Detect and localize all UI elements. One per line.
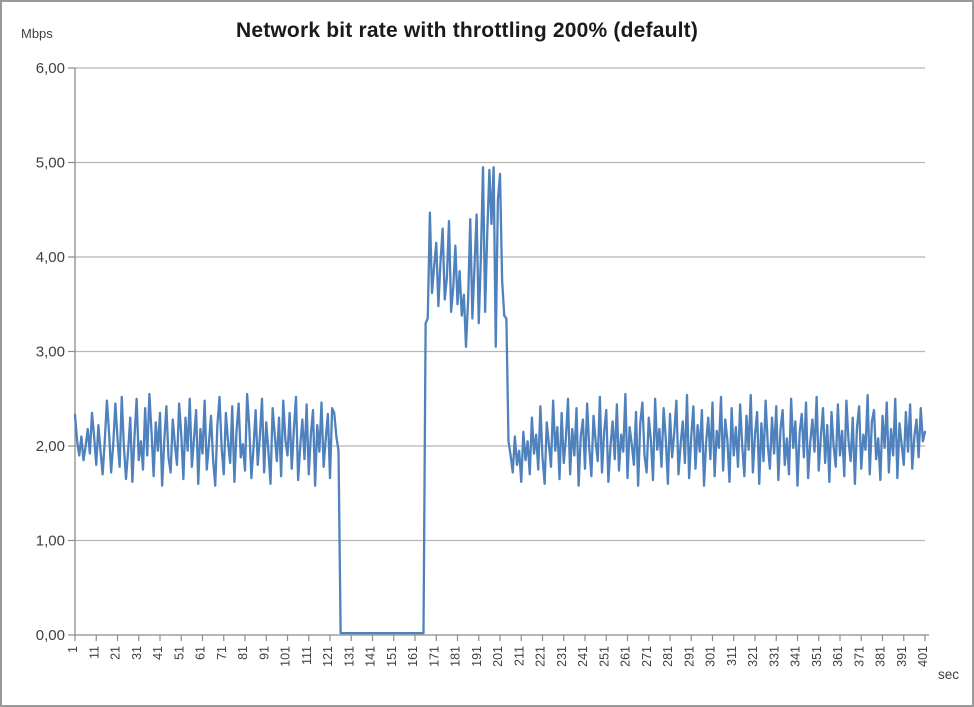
x-tick-label: 71 xyxy=(215,646,229,660)
x-tick-label: 91 xyxy=(257,646,271,660)
x-tick-label: 211 xyxy=(512,646,526,666)
x-tick-label: 261 xyxy=(619,646,633,667)
x-tick-label: 151 xyxy=(385,646,399,667)
x-tick-label: 371 xyxy=(852,646,866,667)
x-tick-label: 291 xyxy=(682,646,696,667)
x-tick-label: 51 xyxy=(172,646,186,660)
y-tick-label: 1,00 xyxy=(36,533,65,550)
y-tick-label: 5,00 xyxy=(36,155,65,172)
x-tick-label: 311 xyxy=(725,646,739,666)
x-tick-label: 101 xyxy=(279,646,293,667)
x-tick-label: 201 xyxy=(491,646,505,667)
x-tick-label: 31 xyxy=(130,646,144,660)
x-axis-unit-label: sec xyxy=(938,667,960,682)
x-tick-label: 381 xyxy=(874,646,888,667)
y-axis-unit-label: Mbps xyxy=(21,26,53,41)
x-tick-label: 61 xyxy=(194,646,208,660)
x-tick-label: 1 xyxy=(66,646,80,653)
x-tick-label: 271 xyxy=(640,646,654,667)
x-tick-label: 231 xyxy=(555,646,569,667)
y-tick-label: 0,00 xyxy=(36,627,65,644)
x-tick-label: 21 xyxy=(109,646,123,660)
x-tick-label: 241 xyxy=(576,646,590,667)
x-tick-label: 321 xyxy=(746,646,760,667)
x-tick-label: 81 xyxy=(236,646,250,660)
x-tick-label: 361 xyxy=(831,646,845,667)
chart-title: Network bit rate with throttling 200% (d… xyxy=(235,19,699,42)
x-tick-label: 341 xyxy=(789,646,803,667)
x-tick-label: 251 xyxy=(597,646,611,667)
series-line xyxy=(73,166,927,635)
y-tick-label: 4,00 xyxy=(36,249,65,266)
x-tick-label: 121 xyxy=(321,646,335,667)
x-tick-label: 181 xyxy=(449,646,463,667)
x-tick-label: 301 xyxy=(704,646,718,667)
x-tick-label: 281 xyxy=(661,646,675,667)
x-tick-label: 221 xyxy=(534,646,548,667)
x-tick-label: 111 xyxy=(300,646,314,665)
x-tick-label: 11 xyxy=(87,646,101,659)
x-tick-label: 401 xyxy=(916,646,930,667)
x-tick-label: 141 xyxy=(364,646,378,667)
y-tick-label: 3,00 xyxy=(36,344,65,361)
x-tick-label: 191 xyxy=(470,646,484,667)
x-tick-label: 331 xyxy=(767,646,781,667)
x-tick-label: 171 xyxy=(427,646,441,667)
x-tick-label: 161 xyxy=(406,646,420,667)
y-tick-label: 6,00 xyxy=(36,60,65,77)
x-tick-label: 41 xyxy=(151,646,165,660)
x-tick-label: 131 xyxy=(342,646,356,667)
x-tick-label: 351 xyxy=(810,646,824,667)
x-tick-label: 391 xyxy=(895,646,909,667)
y-tick-label: 2,00 xyxy=(36,438,65,455)
